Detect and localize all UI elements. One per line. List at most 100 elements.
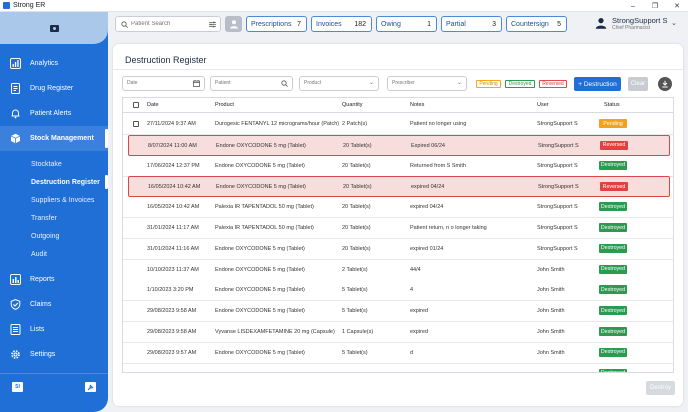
- patient-filter[interactable]: [210, 76, 293, 91]
- sidebar-subitem-stocktake[interactable]: Stocktake: [31, 160, 62, 168]
- row-quantity: 5 Tablet(s): [342, 349, 368, 356]
- table-row[interactable]: 29/08/2023 9:57 AM Endone OXYCODONE 5 mg …: [123, 342, 673, 364]
- sidebar-nav: Analytics Drug Register Patient Alerts S…: [0, 51, 108, 367]
- table-row[interactable]: 31/01/2024 11:16 AM Endone OXYCODONE 5 mg…: [123, 238, 673, 260]
- column-header-quantity[interactable]: Quantity: [342, 102, 363, 108]
- drug-register-icon: [10, 83, 21, 94]
- row-notes: 44/4: [410, 266, 421, 273]
- row-notes: Returned from S Smith: [410, 162, 466, 169]
- table-row[interactable]: 1/10/2023 3:20 PM Endone OXYCODONE 5 mg (…: [123, 280, 673, 302]
- bell-icon: [10, 108, 21, 119]
- date-input[interactable]: [127, 80, 187, 86]
- sidebar-item-label: Drug Register: [30, 85, 74, 92]
- prescriptions-pill[interactable]: Prescriptions 7: [246, 16, 307, 32]
- row-date: 16/05/2024 10:42 AM: [148, 184, 201, 191]
- row-notes: expired 04/24: [411, 184, 445, 191]
- table-row[interactable]: 31/01/2024 11:17 AM Palexia IR TAPENTADOL…: [123, 218, 673, 239]
- row-date: 1/10/2023 3:20 PM: [147, 287, 194, 294]
- sidebar-item-stock-management[interactable]: Stock Management: [0, 126, 108, 151]
- sidebar-subitem-destruction-register[interactable]: Destruction Register: [0, 173, 108, 191]
- sidebar-item-lists[interactable]: Lists: [0, 317, 108, 342]
- sidebar-subitem-outgoing[interactable]: Outgoing: [31, 232, 60, 240]
- patient-input[interactable]: [215, 80, 275, 86]
- sidebar-item-drug-register[interactable]: Drug Register: [0, 76, 108, 101]
- sidebar-subitem-audit[interactable]: Audit: [31, 250, 47, 258]
- row-user: StrongSupport S: [537, 162, 578, 169]
- table-row[interactable]: 10/10/2023 11:37 AM Endone OXYCODONE 5 mg…: [123, 259, 673, 281]
- patient-search-box[interactable]: [115, 16, 221, 32]
- close-button[interactable]: ✕: [674, 3, 680, 10]
- si-badge[interactable]: SI: [12, 382, 23, 392]
- export-icon[interactable]: [658, 77, 672, 91]
- shield-check-icon: [10, 299, 21, 310]
- column-header-product[interactable]: Product: [215, 102, 234, 108]
- row-product: Endone OXYCODONE 5 mg (Tablet): [215, 287, 305, 294]
- row-user: John Smith: [537, 308, 565, 315]
- row-user: StrongSupport S: [538, 184, 579, 191]
- user-menu[interactable]: StrongSupport S Chief Pharmacist ⌄: [595, 15, 683, 33]
- prescriber-select[interactable]: ⌄: [387, 76, 467, 91]
- row-user: StrongSupport S: [537, 121, 578, 127]
- row-checkbox[interactable]: [133, 121, 139, 127]
- row-date: 31/01/2024 11:16 AM: [147, 245, 199, 252]
- column-header-user[interactable]: User: [537, 102, 549, 108]
- filter-pending-toggle[interactable]: Pending: [476, 80, 501, 88]
- countersign-pill[interactable]: Countersign 5: [506, 16, 567, 32]
- sidebar-subitem-transfer[interactable]: Transfer: [31, 214, 57, 222]
- patient-avatar-button[interactable]: [225, 16, 242, 32]
- partial-pill[interactable]: Partial 3: [441, 16, 502, 32]
- sidebar-item-claims[interactable]: Claims: [0, 292, 108, 317]
- table-row[interactable]: 16/05/2024 10:42 AM Endone OXYCODONE 5 mg…: [128, 176, 670, 198]
- product-select[interactable]: ⌄: [299, 76, 379, 91]
- status-badge: Destroyed: [599, 160, 627, 170]
- row-product: Vyvanse LISDEXAMFETAMINE 20 mg (Capsule): [215, 329, 335, 335]
- pill-count: 3: [492, 20, 496, 28]
- date-filter[interactable]: [122, 76, 205, 91]
- row-quantity: 20 Tablet(s): [342, 225, 371, 231]
- select-all-checkbox[interactable]: [133, 102, 139, 108]
- invoices-pill[interactable]: Invoices 182: [311, 16, 372, 32]
- filter-sliders-icon[interactable]: [209, 21, 216, 28]
- table-row[interactable]: 29/08/2023 9:58 AM Endone OXYCODONE 5 mg …: [123, 301, 673, 323]
- filter-destroyed-toggle[interactable]: Destroyed: [505, 80, 535, 88]
- row-date: 10/10/2023 11:37 AM: [147, 266, 199, 273]
- sidebar-subitem-suppliers-invoices[interactable]: Suppliers & Invoices: [31, 196, 95, 204]
- status-badge: Destroyed: [599, 243, 627, 253]
- filter-reversed-toggle[interactable]: Reversed: [539, 80, 567, 88]
- product-input[interactable]: [304, 80, 364, 86]
- column-header-status[interactable]: Status: [604, 102, 620, 108]
- row-user: StrongSupport S: [537, 225, 578, 231]
- row-quantity: 1 Capsule(s): [342, 329, 374, 335]
- minimize-button[interactable]: –: [631, 2, 635, 10]
- table-row[interactable]: Destroyed: [123, 363, 673, 372]
- row-date: 29/08/2023 9:57 AM: [147, 349, 197, 356]
- sidebar-item-reports[interactable]: Reports: [0, 267, 108, 292]
- table-row[interactable]: 8/07/2024 11:00 AM Endone OXYCODONE 5 mg …: [128, 134, 670, 156]
- prescriber-input[interactable]: [392, 80, 452, 86]
- patient-search-input[interactable]: [131, 21, 201, 27]
- row-product: Endone OXYCODONE 5 mg (Tablet): [216, 184, 306, 191]
- table-row[interactable]: 16/05/2024 10:42 AM Palexia IR TAPENTADOL…: [123, 197, 673, 219]
- restore-button[interactable]: ❐: [651, 3, 659, 10]
- table-row[interactable]: 27/11/2024 9:37 AM Durogesic FENTANYL 12 …: [123, 114, 673, 135]
- add-destruction-button[interactable]: + Destruction: [574, 77, 621, 91]
- column-header-date[interactable]: Date: [147, 102, 159, 108]
- pin-icon[interactable]: [85, 382, 96, 392]
- row-quantity: 2 Patch(s): [342, 121, 368, 127]
- table-row[interactable]: 17/06/2024 12:37 PM Endone OXYCODONE 5 mg…: [123, 155, 673, 177]
- pill-count: 5: [557, 20, 561, 28]
- sidebar-item-analytics[interactable]: Analytics: [0, 51, 108, 76]
- destroy-button[interactable]: Destroy: [646, 381, 675, 395]
- camera-icon[interactable]: [49, 24, 59, 32]
- sidebar-item-settings[interactable]: Settings: [0, 342, 108, 367]
- analytics-icon: [10, 58, 21, 69]
- table-header: Date Product Quantity Notes User Status: [123, 98, 673, 113]
- table-row[interactable]: 29/08/2023 9:58 AM Vyvanse LISDEXAMFETAMI…: [123, 322, 673, 343]
- owing-pill[interactable]: Owing 1: [376, 16, 437, 32]
- sidebar-item-label: Reports: [30, 276, 55, 283]
- sidebar-item-patient-alerts[interactable]: Patient Alerts: [0, 101, 108, 126]
- clear-button[interactable]: Clear: [628, 77, 648, 91]
- calendar-icon[interactable]: [193, 80, 200, 87]
- column-header-notes[interactable]: Notes: [410, 102, 425, 108]
- row-user: StrongSupport S: [537, 204, 578, 211]
